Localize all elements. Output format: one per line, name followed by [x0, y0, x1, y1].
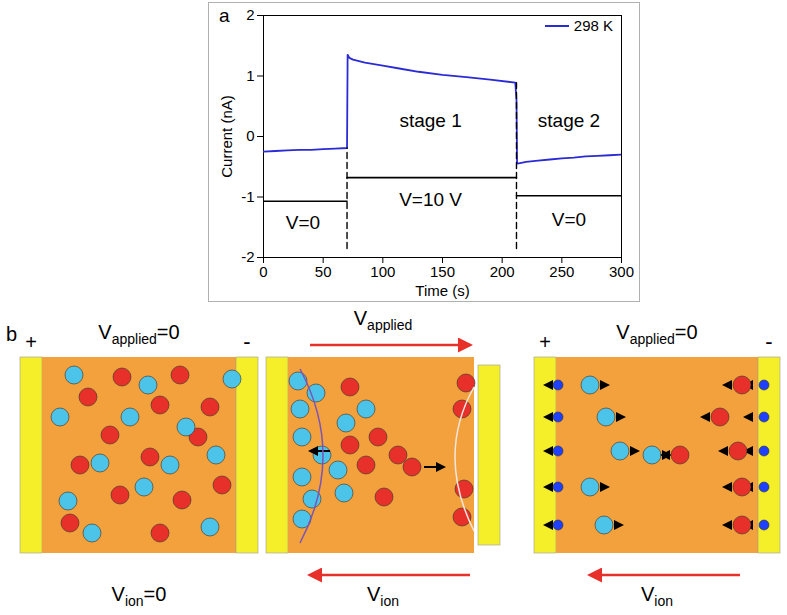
svg-text:2: 2: [246, 6, 254, 23]
html-text:298 K: 298 K: [573, 17, 613, 34]
svg-text:Vion: Vion: [367, 583, 399, 609]
svg-text:-2: -2: [241, 248, 254, 265]
svg-text:-: -: [243, 329, 250, 354]
svg-text:Time (s): Time (s): [415, 282, 469, 299]
svg-text:0: 0: [259, 263, 267, 280]
svg-text:-1: -1: [241, 188, 254, 205]
svg-text:Vion=0: Vion=0: [112, 583, 167, 609]
svg-text:50: 50: [315, 263, 332, 280]
svg-text:Vapplied=0: Vapplied=0: [98, 321, 179, 347]
svg-text:stage 1: stage 1: [399, 110, 461, 131]
svg-text:Vapplied: Vapplied: [354, 307, 413, 333]
svg-text:b: b: [6, 323, 17, 345]
svg-text:Vapplied=0: Vapplied=0: [616, 321, 697, 347]
svg-text:V=0: V=0: [552, 209, 586, 230]
svg-text:+: +: [539, 331, 551, 353]
svg-text:200: 200: [490, 263, 515, 280]
svg-text:1: 1: [246, 67, 254, 84]
svg-text:250: 250: [549, 263, 574, 280]
svg-text:Current (nA): Current (nA): [218, 95, 235, 178]
svg-text:V=0: V=0: [286, 211, 320, 232]
svg-text:100: 100: [370, 263, 395, 280]
svg-text:+: +: [25, 331, 37, 353]
svg-text:stage 2: stage 2: [538, 110, 600, 131]
svg-text:0: 0: [246, 127, 254, 144]
svg-text:-: -: [765, 329, 772, 354]
svg-text:300: 300: [609, 263, 634, 280]
svg-text:150: 150: [430, 263, 455, 280]
html-text:a: a: [219, 5, 230, 26]
svg-text:Vion: Vion: [641, 583, 673, 609]
svg-text:V=10 V: V=10 V: [399, 189, 462, 210]
